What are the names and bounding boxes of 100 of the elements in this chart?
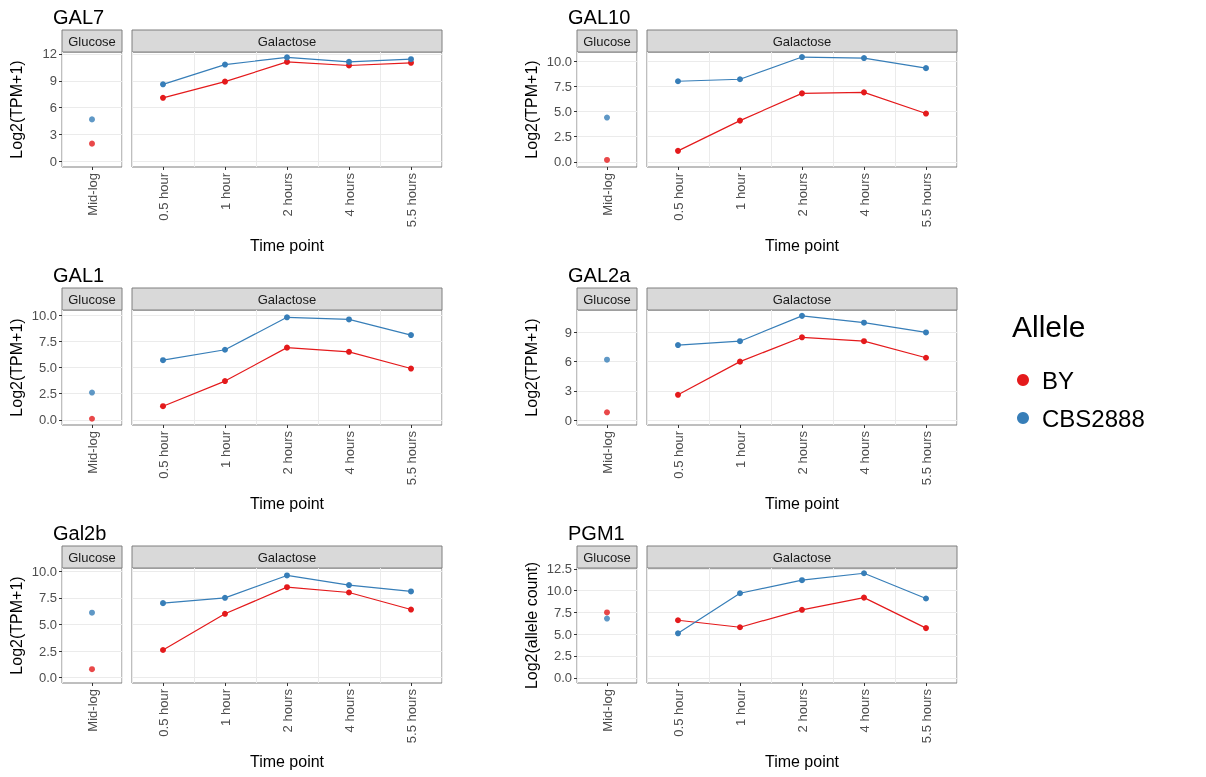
point: [408, 606, 414, 613]
y-axis-title: Log2(TPM+1): [522, 318, 540, 417]
y-tick-label: 6: [564, 354, 572, 370]
y-tick-label: 0.0: [553, 670, 572, 686]
x-tick-label: 4 hours: [341, 430, 357, 475]
point: [861, 338, 867, 345]
point: [861, 594, 867, 601]
chart-title: PGM1: [568, 522, 625, 544]
point: [284, 584, 290, 591]
x-tick-label: 5.5 hours: [403, 688, 419, 744]
point: [737, 358, 743, 365]
x-axis-title: Time point: [249, 494, 325, 512]
point: [408, 332, 414, 339]
point: [861, 55, 867, 62]
chart-subtitle: Glucose: [583, 291, 631, 307]
y-tick-label: 0.0: [553, 154, 572, 170]
y-tick-label: 10.0: [31, 307, 57, 323]
x-tick-label: 1 hour: [732, 688, 748, 726]
point: [799, 90, 805, 97]
x-tick-label: 0.5 hour: [155, 688, 171, 737]
point: [861, 89, 867, 96]
y-tick-label: 0.0: [38, 412, 57, 428]
x-tick-label: 2 hours: [794, 430, 810, 475]
y-axis-title: Log2(TPM+1): [522, 60, 540, 159]
y-tick-label: 3: [49, 127, 57, 143]
y-tick-label: 12: [42, 46, 57, 62]
x-tick-label: 4 hours: [341, 688, 357, 733]
point: [284, 54, 290, 61]
chart-subtitle: Glucose: [583, 549, 631, 565]
x-tick-label: Mid-log: [599, 431, 615, 474]
x-tick-label: 4 hours: [856, 172, 872, 217]
x-tick-label: 5.5 hours: [918, 430, 934, 486]
y-tick-label: 5.0: [553, 104, 572, 120]
y-tick-label: 10.0: [546, 583, 572, 599]
y-tick-label: 0: [564, 412, 572, 428]
y-tick-label: 5.0: [38, 616, 57, 632]
point: [923, 625, 929, 632]
x-tick-label: 5.5 hours: [918, 688, 934, 744]
x-tick-label: 4 hours: [341, 172, 357, 217]
x-tick-label: 1 hour: [217, 172, 233, 210]
y-axis-title: Log2(TPM+1): [7, 318, 25, 417]
y-tick-label: 2.5: [553, 648, 572, 664]
point: [222, 78, 228, 85]
y-tick-label: 2.5: [553, 129, 572, 145]
y-axis-title: Log2(allele count): [522, 561, 540, 690]
point: [160, 403, 166, 410]
point: [737, 624, 743, 631]
point: [675, 78, 681, 85]
point: [799, 54, 805, 61]
y-tick-label: 7.5: [38, 333, 57, 349]
chart-subtitle: Glucose: [68, 291, 116, 307]
point: [160, 357, 166, 364]
y-tick-label: 10.0: [546, 53, 572, 69]
x-tick-label: 2 hours: [279, 688, 295, 733]
x-tick-label: 2 hours: [794, 688, 810, 733]
point: [799, 606, 805, 613]
point: [923, 329, 929, 336]
chart-subtitle: Galactose: [772, 33, 832, 49]
x-tick-label: Mid-log: [84, 173, 100, 216]
y-tick-label: 7.5: [38, 590, 57, 606]
x-tick-label: 1 hour: [217, 430, 233, 468]
x-tick-label: 1 hour: [732, 172, 748, 210]
point: [923, 65, 929, 72]
point: [923, 354, 929, 361]
point: [160, 600, 166, 607]
legend-label: CBS2888: [1042, 404, 1145, 432]
x-tick-label: 2 hours: [279, 430, 295, 475]
y-tick-label: 5.0: [553, 626, 572, 642]
point: [799, 577, 805, 584]
point: [861, 319, 867, 326]
y-tick-label: 0.0: [38, 670, 57, 686]
point: [160, 81, 166, 88]
point: [222, 61, 228, 68]
point: [284, 572, 290, 579]
point: [799, 334, 805, 341]
point: [222, 378, 228, 385]
chart-subtitle: Glucose: [68, 33, 116, 49]
chart-subtitle: Glucose: [583, 33, 631, 49]
chart-title: GAL7: [53, 6, 105, 28]
x-tick-label: 4 hours: [856, 688, 872, 733]
chart-title: GAL10: [568, 6, 631, 28]
x-axis-title: Time point: [764, 494, 840, 512]
x-tick-label: 2 hours: [794, 172, 810, 217]
x-axis-title: Time point: [249, 236, 325, 254]
y-axis-title: Log2(TPM+1): [7, 60, 25, 159]
x-tick-label: 0.5 hour: [670, 172, 686, 221]
point: [861, 570, 867, 577]
point: [737, 76, 743, 83]
point: [799, 312, 805, 319]
chart-subtitle: Galactose: [257, 549, 317, 565]
y-tick-label: 12.5: [546, 561, 572, 577]
x-tick-label: Mid-log: [84, 689, 100, 732]
point: [675, 391, 681, 398]
point: [284, 314, 290, 321]
point: [675, 617, 681, 624]
chart-subtitle: Galactose: [772, 291, 832, 307]
chart-title: Gal2b: [53, 522, 107, 544]
point: [675, 630, 681, 637]
point: [346, 589, 352, 596]
point: [346, 58, 352, 65]
